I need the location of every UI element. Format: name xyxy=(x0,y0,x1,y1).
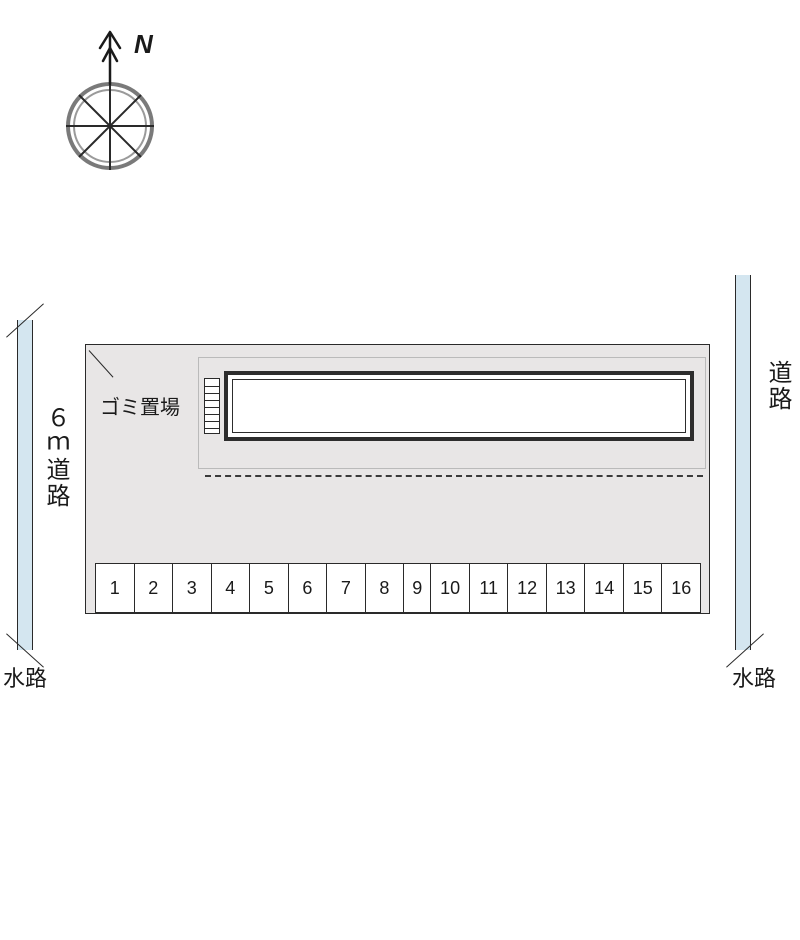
left-road-strip xyxy=(17,320,33,650)
parking-space: 6 xyxy=(288,564,327,612)
parking-space: 8 xyxy=(365,564,404,612)
right-road-label: 道路 xyxy=(760,360,795,412)
site-plan-diagram: N ６ｍ道路 道路 水路 水路 ゴミ置場 1 2 3 4 5 6 7 xyxy=(0,0,800,940)
parking-space: 10 xyxy=(430,564,469,612)
parking-space: 12 xyxy=(507,564,546,612)
parking-space: 13 xyxy=(546,564,585,612)
right-road-strip xyxy=(735,275,751,650)
left-road-label: ６ｍ道路 xyxy=(38,405,73,509)
stairs-icon xyxy=(204,378,220,434)
parking-space: 4 xyxy=(211,564,250,612)
parking-space: 7 xyxy=(326,564,365,612)
compass-n-label: N xyxy=(134,29,154,59)
parking-space: 9 xyxy=(403,564,430,612)
parking-space: 11 xyxy=(469,564,508,612)
parking-row: 1 2 3 4 5 6 7 8 9 10 11 12 13 14 15 16 xyxy=(95,563,701,613)
compass-icon: N xyxy=(55,18,175,183)
parking-space: 1 xyxy=(96,564,134,612)
parking-space: 16 xyxy=(661,564,700,612)
dashed-boundary xyxy=(205,475,703,477)
parking-space: 15 xyxy=(623,564,662,612)
parking-space: 2 xyxy=(134,564,173,612)
parking-space: 5 xyxy=(249,564,288,612)
left-waterway-label: 水路 xyxy=(3,661,47,693)
right-waterway-label: 水路 xyxy=(732,661,776,693)
parking-space: 3 xyxy=(172,564,211,612)
building xyxy=(224,371,694,441)
parking-space: 14 xyxy=(584,564,623,612)
trash-area-label: ゴミ置場 xyxy=(100,391,180,420)
